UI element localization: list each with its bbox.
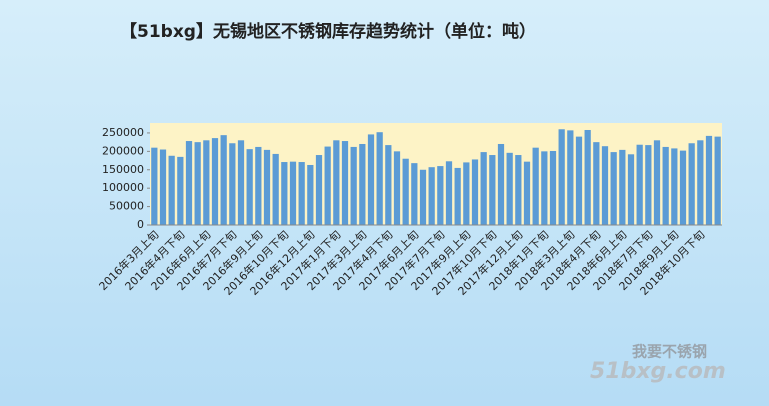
bar bbox=[662, 146, 669, 225]
bar bbox=[619, 149, 626, 225]
watermark-url: 51bxg.com bbox=[590, 359, 726, 384]
bar bbox=[393, 151, 401, 225]
bar bbox=[679, 150, 687, 225]
bar bbox=[220, 135, 227, 225]
bar bbox=[506, 152, 513, 225]
bar bbox=[246, 149, 253, 225]
bar bbox=[159, 149, 167, 225]
bar bbox=[211, 138, 219, 225]
bar bbox=[168, 155, 175, 225]
bar bbox=[289, 161, 297, 225]
bar bbox=[411, 163, 418, 225]
bar bbox=[445, 161, 453, 225]
bar bbox=[688, 143, 695, 225]
bar bbox=[350, 146, 357, 225]
bar bbox=[653, 140, 661, 225]
chart-title: 【51bxg】无锡地区不锈钢库存趋势统计（单位：吨） bbox=[120, 21, 536, 42]
bar bbox=[151, 147, 158, 225]
bar bbox=[575, 136, 583, 225]
bar bbox=[627, 154, 635, 225]
bar bbox=[489, 155, 496, 225]
plot-area bbox=[150, 123, 722, 225]
bar bbox=[610, 152, 617, 225]
bar bbox=[263, 149, 271, 225]
bar bbox=[385, 145, 392, 225]
bar bbox=[705, 135, 713, 225]
bar bbox=[341, 141, 349, 225]
bar bbox=[437, 166, 444, 225]
bar bbox=[601, 146, 609, 225]
bar bbox=[402, 158, 409, 225]
bar bbox=[532, 147, 539, 225]
bar bbox=[367, 134, 375, 225]
bar bbox=[471, 159, 479, 225]
bar bbox=[177, 156, 184, 225]
bar bbox=[567, 130, 574, 225]
y-tick-label: 250000 bbox=[102, 126, 144, 139]
bar bbox=[229, 143, 236, 225]
bar bbox=[480, 152, 487, 225]
bar bbox=[645, 145, 652, 225]
bar bbox=[194, 142, 201, 225]
bar bbox=[359, 143, 366, 225]
bar bbox=[714, 136, 721, 225]
bar bbox=[497, 143, 505, 225]
bar bbox=[272, 153, 279, 225]
y-tick-label: 50000 bbox=[109, 200, 144, 213]
bar bbox=[428, 167, 435, 225]
y-tick-label: 0 bbox=[137, 218, 144, 231]
bar bbox=[237, 140, 245, 225]
bar bbox=[203, 140, 210, 225]
y-tick-label: 100000 bbox=[102, 181, 144, 194]
bar bbox=[584, 129, 591, 225]
bar bbox=[454, 167, 461, 225]
bar bbox=[636, 144, 643, 225]
bar bbox=[298, 162, 305, 225]
bar bbox=[333, 140, 340, 225]
bar bbox=[671, 148, 678, 225]
bar bbox=[255, 146, 262, 225]
y-tick-label: 150000 bbox=[102, 163, 144, 176]
bar bbox=[307, 164, 314, 225]
watermark-text: 我要不锈钢 bbox=[632, 343, 707, 361]
bar bbox=[315, 155, 323, 225]
bar bbox=[515, 155, 522, 225]
bar bbox=[376, 132, 383, 225]
bar bbox=[324, 146, 331, 225]
y-tick-label: 200000 bbox=[102, 144, 144, 157]
bar bbox=[549, 150, 557, 225]
bar bbox=[541, 151, 548, 225]
bar bbox=[463, 162, 470, 225]
bar bbox=[558, 129, 565, 225]
bar bbox=[523, 161, 531, 225]
bar bbox=[419, 169, 427, 225]
bar bbox=[185, 141, 193, 225]
bar bbox=[697, 140, 704, 225]
bar bbox=[281, 162, 288, 225]
bar bbox=[593, 142, 600, 225]
